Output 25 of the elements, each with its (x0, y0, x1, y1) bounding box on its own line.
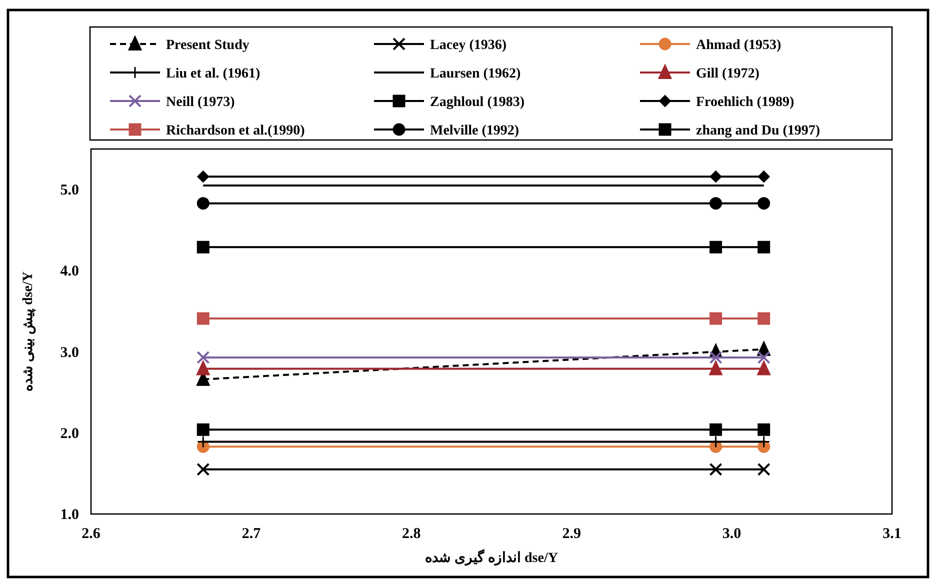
x-tick: 2.8 (402, 526, 421, 542)
legend-label: Neill (1973) (166, 95, 235, 110)
x-tick: 2.7 (242, 526, 261, 542)
y-tick: 1.0 (60, 507, 79, 523)
legend-label: Present Study (166, 38, 250, 53)
x-tick: 3.0 (722, 526, 742, 542)
legend-label: Gill (1972) (696, 66, 760, 82)
legend-label: Laursen (1962) (430, 66, 521, 82)
y-tick: 4.0 (60, 264, 79, 280)
y-tick: 2.0 (60, 426, 79, 442)
legend-label: Froehlich (1989) (696, 95, 794, 110)
y-tick: 5.0 (60, 182, 79, 199)
x-tick: 2.9 (562, 526, 581, 542)
legend-label: Zaghloul (1983) (430, 95, 525, 110)
legend-label: Melville (1992) (430, 124, 520, 138)
x-tick: 2.6 (82, 526, 100, 542)
y-tick: 3.0 (60, 344, 79, 361)
legend-label: Liu et al. (1961) (166, 66, 260, 82)
x-label: dse/Y اندازه گیری شده (425, 551, 558, 566)
y-label: dse/Y پیش بینی شده (21, 272, 36, 392)
legend-label: Lacey (1936) (430, 38, 507, 53)
legend-label: Richardson et al.(1990) (166, 124, 305, 138)
legend-label: zhang and Du (1997) (696, 124, 820, 138)
x-tick: 3.1 (882, 526, 902, 542)
legend-label: Ahmad (1953) (696, 38, 782, 53)
